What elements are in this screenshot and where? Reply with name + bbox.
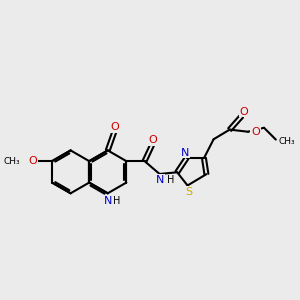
Text: N: N — [104, 196, 112, 206]
Text: CH₃: CH₃ — [4, 157, 20, 166]
Text: H: H — [167, 175, 174, 185]
Text: O: O — [28, 156, 38, 166]
Text: O: O — [111, 122, 119, 132]
Text: N: N — [181, 148, 189, 158]
Text: N: N — [156, 175, 165, 184]
Text: CH₃: CH₃ — [278, 137, 295, 146]
Text: O: O — [251, 127, 260, 136]
Text: O: O — [148, 135, 157, 145]
Text: O: O — [239, 106, 248, 116]
Text: S: S — [186, 187, 193, 197]
Text: H: H — [112, 196, 120, 206]
